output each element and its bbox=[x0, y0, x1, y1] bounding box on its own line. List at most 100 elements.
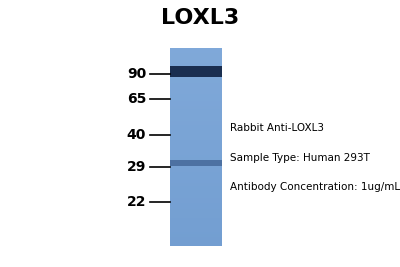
Bar bbox=[170, 160, 222, 166]
Text: 90: 90 bbox=[127, 67, 146, 81]
Bar bbox=[170, 88, 222, 89]
Bar bbox=[170, 129, 222, 130]
Bar bbox=[170, 112, 222, 114]
Bar bbox=[170, 163, 222, 165]
Bar bbox=[170, 120, 222, 122]
Bar bbox=[170, 81, 222, 83]
Bar bbox=[170, 96, 222, 97]
Bar bbox=[170, 104, 222, 106]
Bar bbox=[170, 84, 222, 86]
Bar bbox=[170, 109, 222, 111]
Bar bbox=[170, 233, 222, 234]
Bar bbox=[170, 221, 222, 223]
Bar bbox=[170, 244, 222, 246]
Bar bbox=[170, 242, 222, 244]
Bar bbox=[170, 55, 222, 56]
Bar bbox=[170, 152, 222, 154]
Bar bbox=[170, 119, 222, 120]
Bar bbox=[170, 50, 222, 51]
Text: 22: 22 bbox=[126, 195, 146, 209]
Bar bbox=[170, 205, 222, 206]
Bar bbox=[170, 229, 222, 231]
Bar bbox=[170, 93, 222, 94]
Bar bbox=[170, 135, 222, 137]
Bar bbox=[170, 66, 222, 77]
Bar bbox=[170, 190, 222, 191]
Bar bbox=[170, 69, 222, 71]
Bar bbox=[170, 211, 222, 213]
Bar bbox=[170, 234, 222, 236]
Bar bbox=[170, 147, 222, 148]
Bar bbox=[170, 117, 222, 119]
Bar bbox=[170, 74, 222, 76]
Bar bbox=[170, 172, 222, 173]
Bar bbox=[170, 183, 222, 185]
Bar bbox=[170, 148, 222, 150]
Bar bbox=[170, 83, 222, 84]
Bar bbox=[170, 170, 222, 172]
Bar bbox=[170, 142, 222, 144]
Bar bbox=[170, 158, 222, 160]
Bar bbox=[170, 216, 222, 218]
Bar bbox=[170, 91, 222, 93]
Bar bbox=[170, 180, 222, 182]
Bar bbox=[170, 76, 222, 78]
Bar bbox=[170, 231, 222, 233]
Bar bbox=[170, 219, 222, 221]
Bar bbox=[170, 213, 222, 214]
Bar bbox=[170, 155, 222, 157]
Bar bbox=[170, 175, 222, 176]
Bar bbox=[170, 236, 222, 237]
Bar bbox=[170, 206, 222, 208]
Bar bbox=[170, 191, 222, 193]
Bar bbox=[170, 173, 222, 175]
Bar bbox=[170, 56, 222, 58]
Bar bbox=[170, 111, 222, 112]
Bar bbox=[170, 224, 222, 226]
Text: 65: 65 bbox=[127, 92, 146, 107]
Bar bbox=[170, 130, 222, 132]
Bar bbox=[170, 68, 222, 69]
Bar bbox=[170, 116, 222, 117]
Bar bbox=[170, 209, 222, 211]
Bar bbox=[170, 101, 222, 103]
Bar bbox=[170, 188, 222, 190]
Bar bbox=[170, 157, 222, 158]
Bar bbox=[170, 145, 222, 147]
Bar bbox=[170, 137, 222, 139]
Bar bbox=[170, 196, 222, 198]
Text: 29: 29 bbox=[127, 160, 146, 174]
Bar bbox=[170, 63, 222, 65]
Bar bbox=[170, 203, 222, 205]
Bar bbox=[170, 160, 222, 162]
Bar bbox=[170, 48, 222, 50]
Bar bbox=[170, 94, 222, 96]
Bar bbox=[170, 66, 222, 68]
Bar bbox=[170, 162, 222, 163]
Bar bbox=[170, 167, 222, 168]
Bar bbox=[170, 103, 222, 104]
Bar bbox=[170, 176, 222, 178]
Bar bbox=[170, 99, 222, 101]
Bar bbox=[170, 150, 222, 152]
Bar bbox=[170, 178, 222, 180]
Bar bbox=[170, 124, 222, 125]
Text: Rabbit Anti-LOXL3: Rabbit Anti-LOXL3 bbox=[230, 123, 324, 133]
Bar bbox=[170, 58, 222, 60]
Bar bbox=[170, 195, 222, 196]
Bar bbox=[170, 61, 222, 63]
Bar bbox=[170, 218, 222, 219]
Bar bbox=[170, 89, 222, 91]
Bar bbox=[170, 186, 222, 188]
Bar bbox=[170, 199, 222, 201]
Bar bbox=[170, 241, 222, 242]
Bar bbox=[170, 60, 222, 61]
Bar bbox=[170, 165, 222, 167]
Bar bbox=[170, 185, 222, 186]
Bar bbox=[170, 65, 222, 66]
Bar bbox=[170, 71, 222, 73]
Bar bbox=[170, 134, 222, 135]
Bar bbox=[170, 122, 222, 124]
Bar bbox=[170, 127, 222, 129]
Bar bbox=[170, 239, 222, 241]
